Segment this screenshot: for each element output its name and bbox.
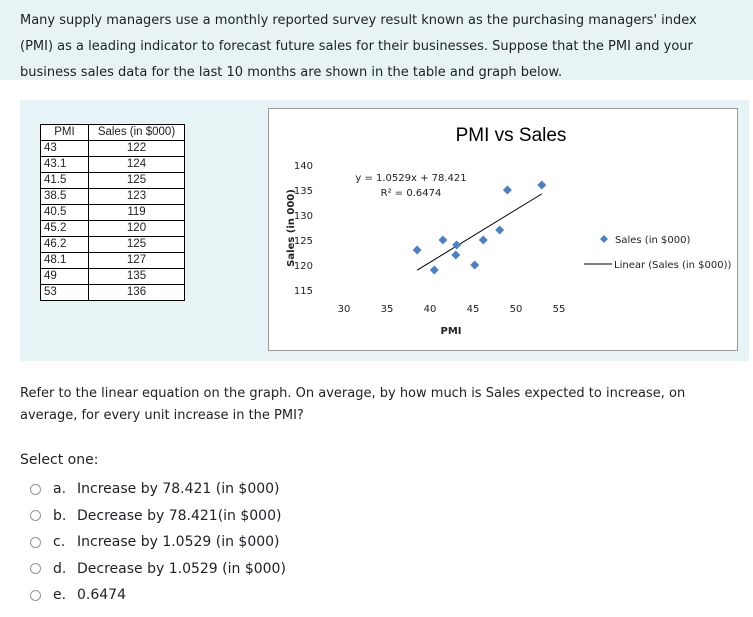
question-prompt: Refer to the linear equation on the grap… <box>20 386 686 423</box>
table-cell-pmi: 43.1 <box>40 156 89 173</box>
legend-marker-sales <box>600 235 608 243</box>
y-tick-label: 120 <box>294 261 313 272</box>
table-cell-sales: 135 <box>88 268 185 285</box>
table-row: 41.5 125 <box>40 172 185 189</box>
table-header-sales: Sales (in $000) <box>88 124 185 141</box>
answer-list: a. Increase by 78.421 (in $000) b. Decrease… <box>30 476 286 609</box>
y-tick-label: 140 <box>294 161 313 172</box>
option-text: Increase by 78.421 (in $000) <box>77 481 280 498</box>
table-cell-sales: 127 <box>88 252 185 269</box>
chart-title: PMI vs Sales <box>456 125 567 146</box>
radio-button[interactable] <box>30 589 41 601</box>
option-letter: b. <box>53 507 67 524</box>
table-row: 49 135 <box>40 268 185 285</box>
answer-option[interactable]: c. Increase by 1.0529 (in $000) <box>30 529 286 556</box>
data-point <box>451 250 461 260</box>
table-row: 48.1 127 <box>40 252 185 269</box>
table-cell-sales: 125 <box>88 236 185 253</box>
answer-option[interactable]: b. Decrease by 78.421(in $000) <box>30 503 286 530</box>
answer-option[interactable]: a. Increase by 78.421 (in $000) <box>30 476 286 503</box>
table-cell-sales: 123 <box>88 188 185 205</box>
option-letter: c. <box>53 534 66 551</box>
r-squared-label: R² = 0.6474 <box>381 188 442 199</box>
radio-button[interactable] <box>30 536 41 548</box>
data-point <box>470 260 480 270</box>
y-axis-label: Sales (in 000) <box>286 189 297 267</box>
radio-button[interactable] <box>30 510 41 522</box>
x-tick-label: 55 <box>553 304 566 315</box>
table-cell-sales: 125 <box>88 172 185 189</box>
option-text: 0.6474 <box>77 587 126 604</box>
trendline-equation: y = 1.0529x + 78.421 <box>355 173 466 184</box>
table-cell-pmi: 49 <box>40 268 89 285</box>
y-tick-label: 125 <box>294 236 313 247</box>
x-tick-label: 35 <box>381 304 394 315</box>
select-one-label: Select one: <box>20 452 99 468</box>
legend-label-linear: Linear (Sales (in $000)) <box>614 260 732 271</box>
option-text: Increase by 1.0529 (in $000) <box>77 534 280 551</box>
question-intro: Many supply managers use a monthly repor… <box>0 0 753 80</box>
option-text: Decrease by 78.421(in $000) <box>77 507 282 524</box>
data-point <box>452 240 462 250</box>
x-axis-label: PMI <box>440 326 461 337</box>
x-tick-label: 40 <box>424 304 437 315</box>
table-header-row: PMI Sales (in $000) <box>40 124 185 141</box>
data-point <box>502 185 512 195</box>
answer-option[interactable]: d. Decrease by 1.0529 (in $000) <box>30 556 286 583</box>
table-cell-pmi: 45.2 <box>40 220 89 237</box>
table-cell-sales: 120 <box>88 220 185 237</box>
data-point <box>478 235 488 245</box>
table-row: 40.5 119 <box>40 204 185 221</box>
table-row: 43.1 124 <box>40 156 185 173</box>
y-tick-label: 115 <box>294 286 313 297</box>
figure-panel: PMI Sales (in $000) 43 122 43.1 124 41.5 125 3… <box>20 100 749 361</box>
table-cell-sales: 124 <box>88 156 185 173</box>
trendline <box>416 193 543 271</box>
option-text: Decrease by 1.0529 (in $000) <box>77 560 286 577</box>
x-tick-label: 30 <box>338 304 351 315</box>
data-table: PMI Sales (in $000) 43 122 43.1 124 41.5 125 3… <box>40 124 185 301</box>
table-row: 43 122 <box>40 140 185 157</box>
chart-svg: PMI vs Sales 115 120 125 130 135 140 30 35 40 45 50… <box>286 125 732 337</box>
y-tick-label: 135 <box>294 186 313 197</box>
x-tick-label: 50 <box>510 304 523 315</box>
legend-label-sales: Sales (in $000) <box>615 235 690 246</box>
table-cell-pmi: 53 <box>40 284 89 301</box>
table-row: 38.5 123 <box>40 188 185 205</box>
table-cell-pmi: 43 <box>40 140 89 157</box>
option-letter: e. <box>53 587 67 604</box>
table-cell-pmi: 41.5 <box>40 172 89 189</box>
table-header-pmi: PMI <box>40 124 89 141</box>
table-cell-sales: 136 <box>88 284 185 301</box>
data-point <box>495 225 505 235</box>
option-letter: a. <box>53 481 67 498</box>
data-point <box>438 235 448 245</box>
data-point <box>412 245 422 255</box>
table-row: 46.2 125 <box>40 236 185 253</box>
table-cell-sales: 119 <box>88 204 185 221</box>
table-row: 53 136 <box>40 284 185 301</box>
option-letter: d. <box>53 560 67 577</box>
table-cell-pmi: 40.5 <box>40 204 89 221</box>
table-cell-pmi: 48.1 <box>40 252 89 269</box>
table-cell-pmi: 46.2 <box>40 236 89 253</box>
data-point <box>537 180 547 190</box>
x-tick-label: 45 <box>467 304 480 315</box>
scatter-chart: PMI vs Sales 115 120 125 130 135 140 30 35 40 45 50… <box>268 108 738 351</box>
answer-option[interactable]: e. 0.6474 <box>30 582 286 609</box>
table-row: 45.2 120 <box>40 220 185 237</box>
table-cell-sales: 122 <box>88 140 185 157</box>
table-cell-pmi: 38.5 <box>40 188 89 205</box>
y-tick-label: 130 <box>294 211 313 222</box>
data-point <box>429 265 439 275</box>
radio-button[interactable] <box>30 563 41 575</box>
radio-button[interactable] <box>30 483 41 495</box>
